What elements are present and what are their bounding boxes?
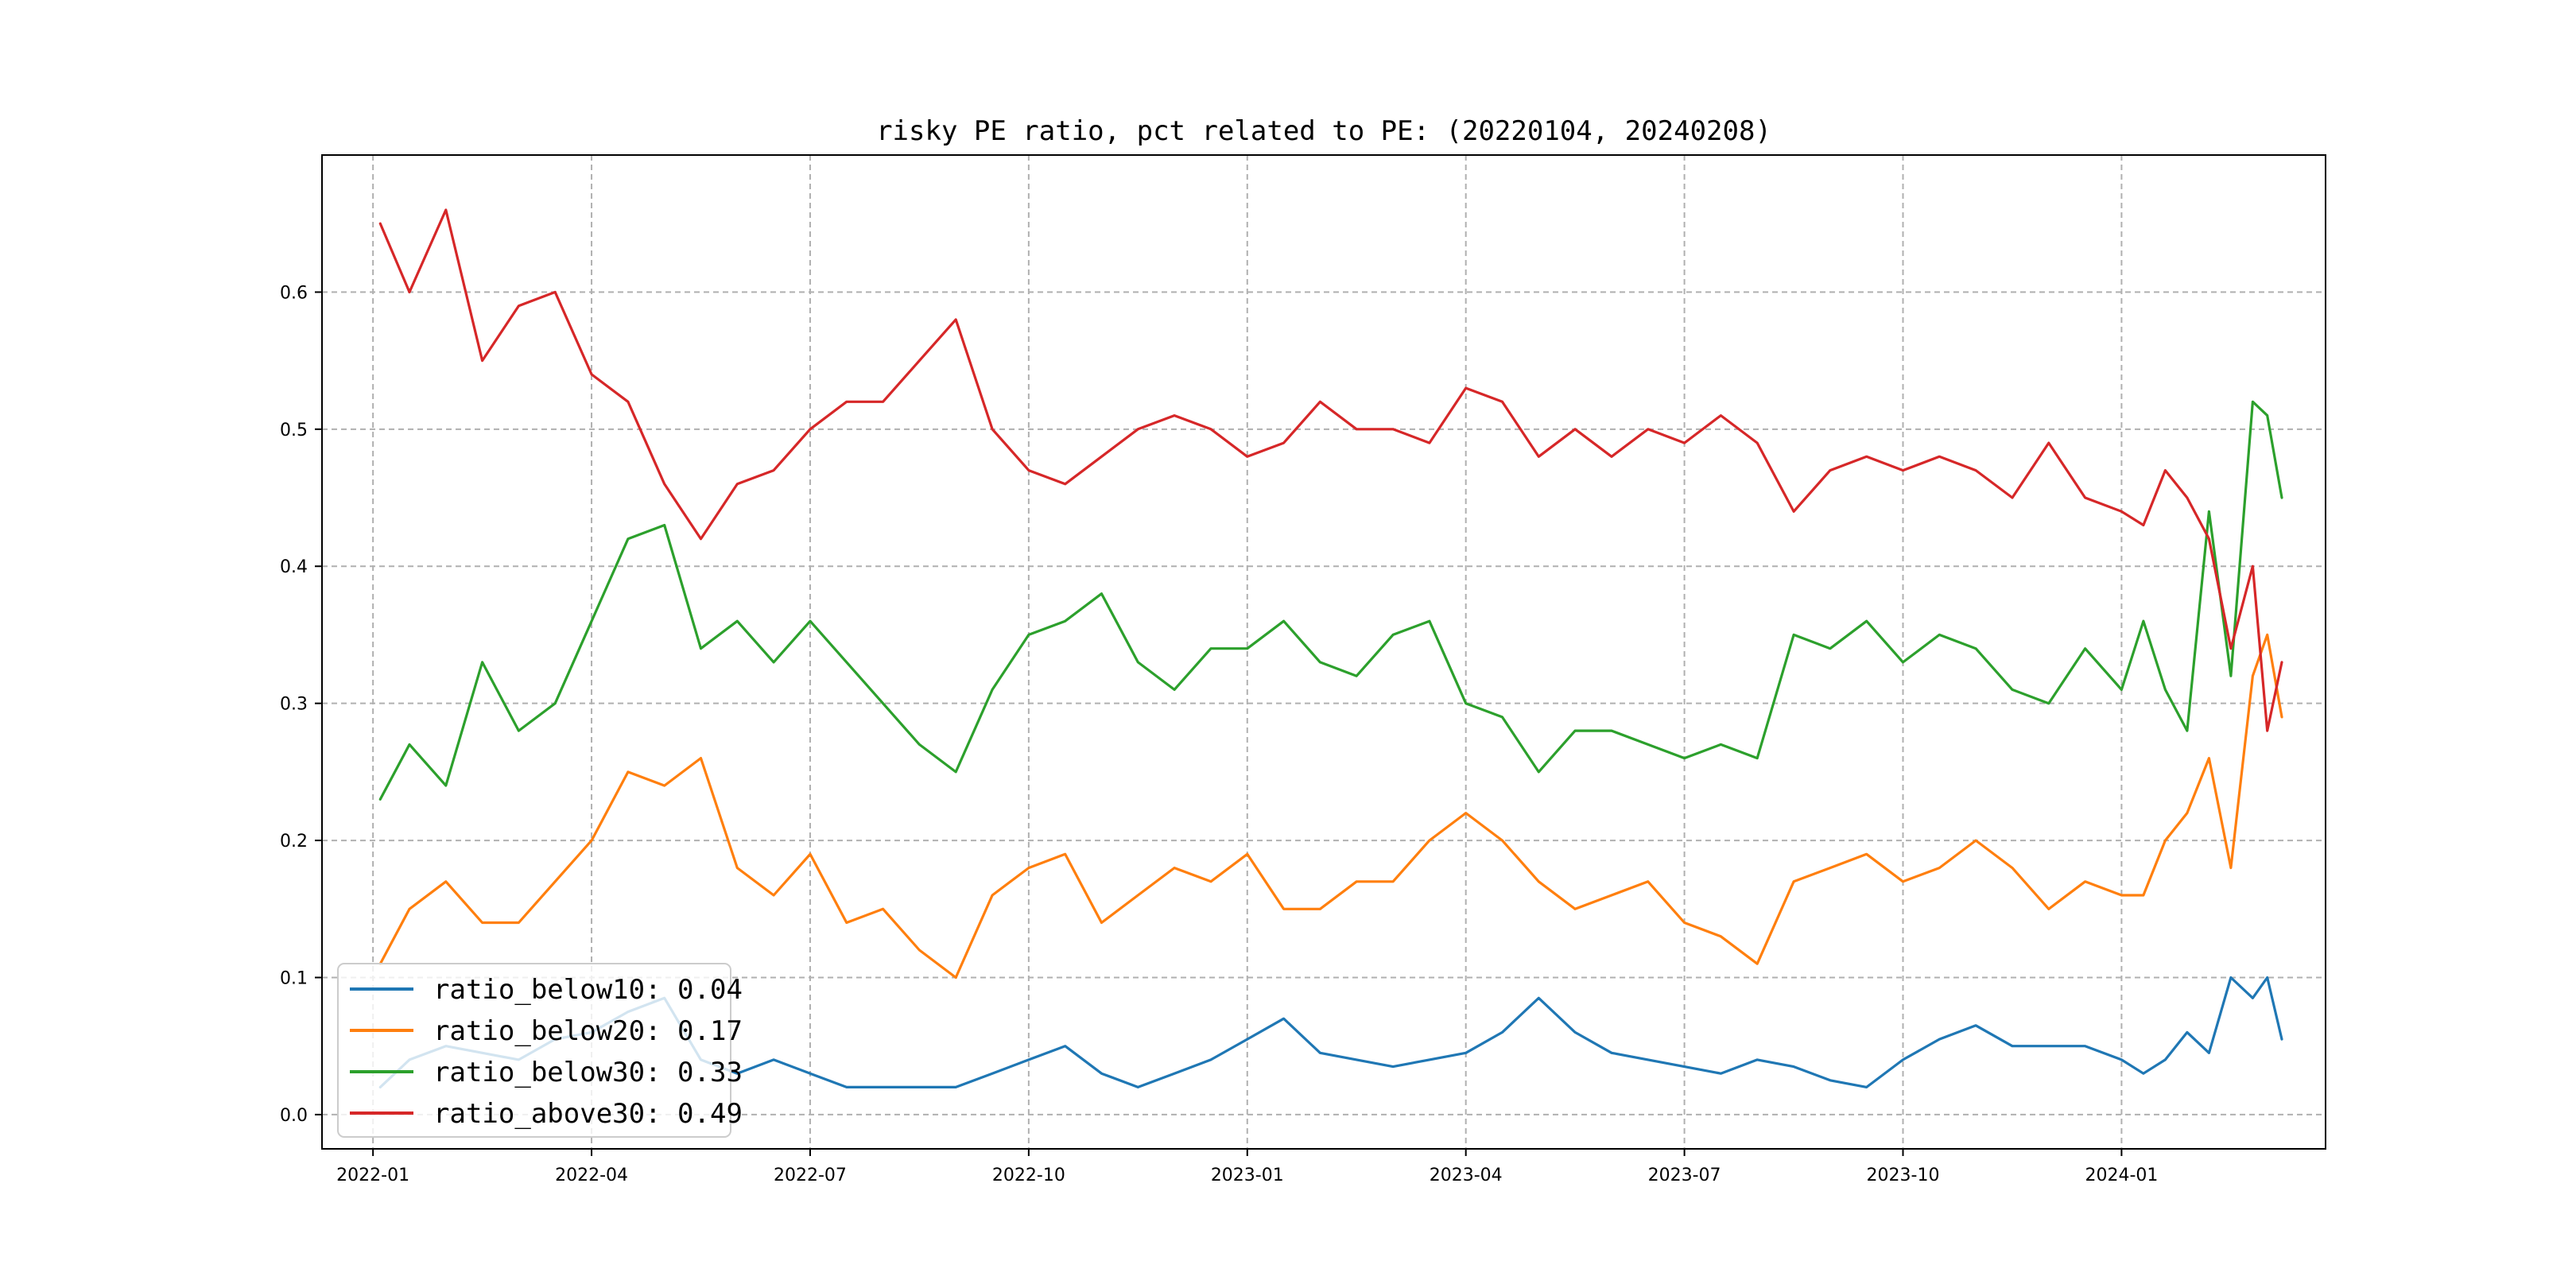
y-tick-label: 0.5 [280,421,308,440]
y-tick-label: 0.6 [280,283,308,303]
y-tick-label: 0.1 [280,968,308,988]
chart-title: risky PE ratio, pct related to PE: (2022… [876,115,1771,147]
legend-label-ratio-below10: ratio_below10: 0.04 [433,974,743,1006]
series-line-ratio-below30 [378,400,2283,801]
x-tick-label: 2023-04 [1430,1166,1503,1185]
x-tick-label: 2022-07 [774,1166,847,1185]
legend-label-ratio-below20: ratio_below20: 0.17 [433,1015,743,1047]
y-tick-label: 0.3 [280,695,308,715]
y-tick-label: 0.4 [280,557,308,577]
series-line-ratio-above30 [378,208,2283,732]
y-tick-label: 0.0 [280,1106,308,1126]
x-tick-label: 2023-10 [1867,1166,1940,1185]
legend-label-ratio-below30: ratio_below30: 0.33 [433,1057,743,1088]
series-line-ratio-below20 [378,633,2283,980]
plot-area-frame [321,154,2326,1150]
x-tick-label: 2023-01 [1211,1166,1284,1185]
legend-box [337,963,731,1138]
x-tick-label: 2022-04 [555,1166,628,1185]
axis-ticks: 2022-01 2022-04 2022-07 2022-10 2023-01 2023-… [280,283,2158,1185]
legend: ratio_below10: 0.04 ratio_below20: 0.17 ra… [337,963,743,1138]
x-tick-label: 2024-01 [2085,1166,2158,1185]
x-tick-label: 2023-07 [1648,1166,1721,1185]
legend-label-ratio-above30: ratio_above30: 0.49 [433,1098,743,1130]
x-tick-label: 2022-01 [336,1166,409,1185]
y-tick-label: 0.2 [280,832,308,852]
x-tick-label: 2022-10 [992,1166,1065,1185]
